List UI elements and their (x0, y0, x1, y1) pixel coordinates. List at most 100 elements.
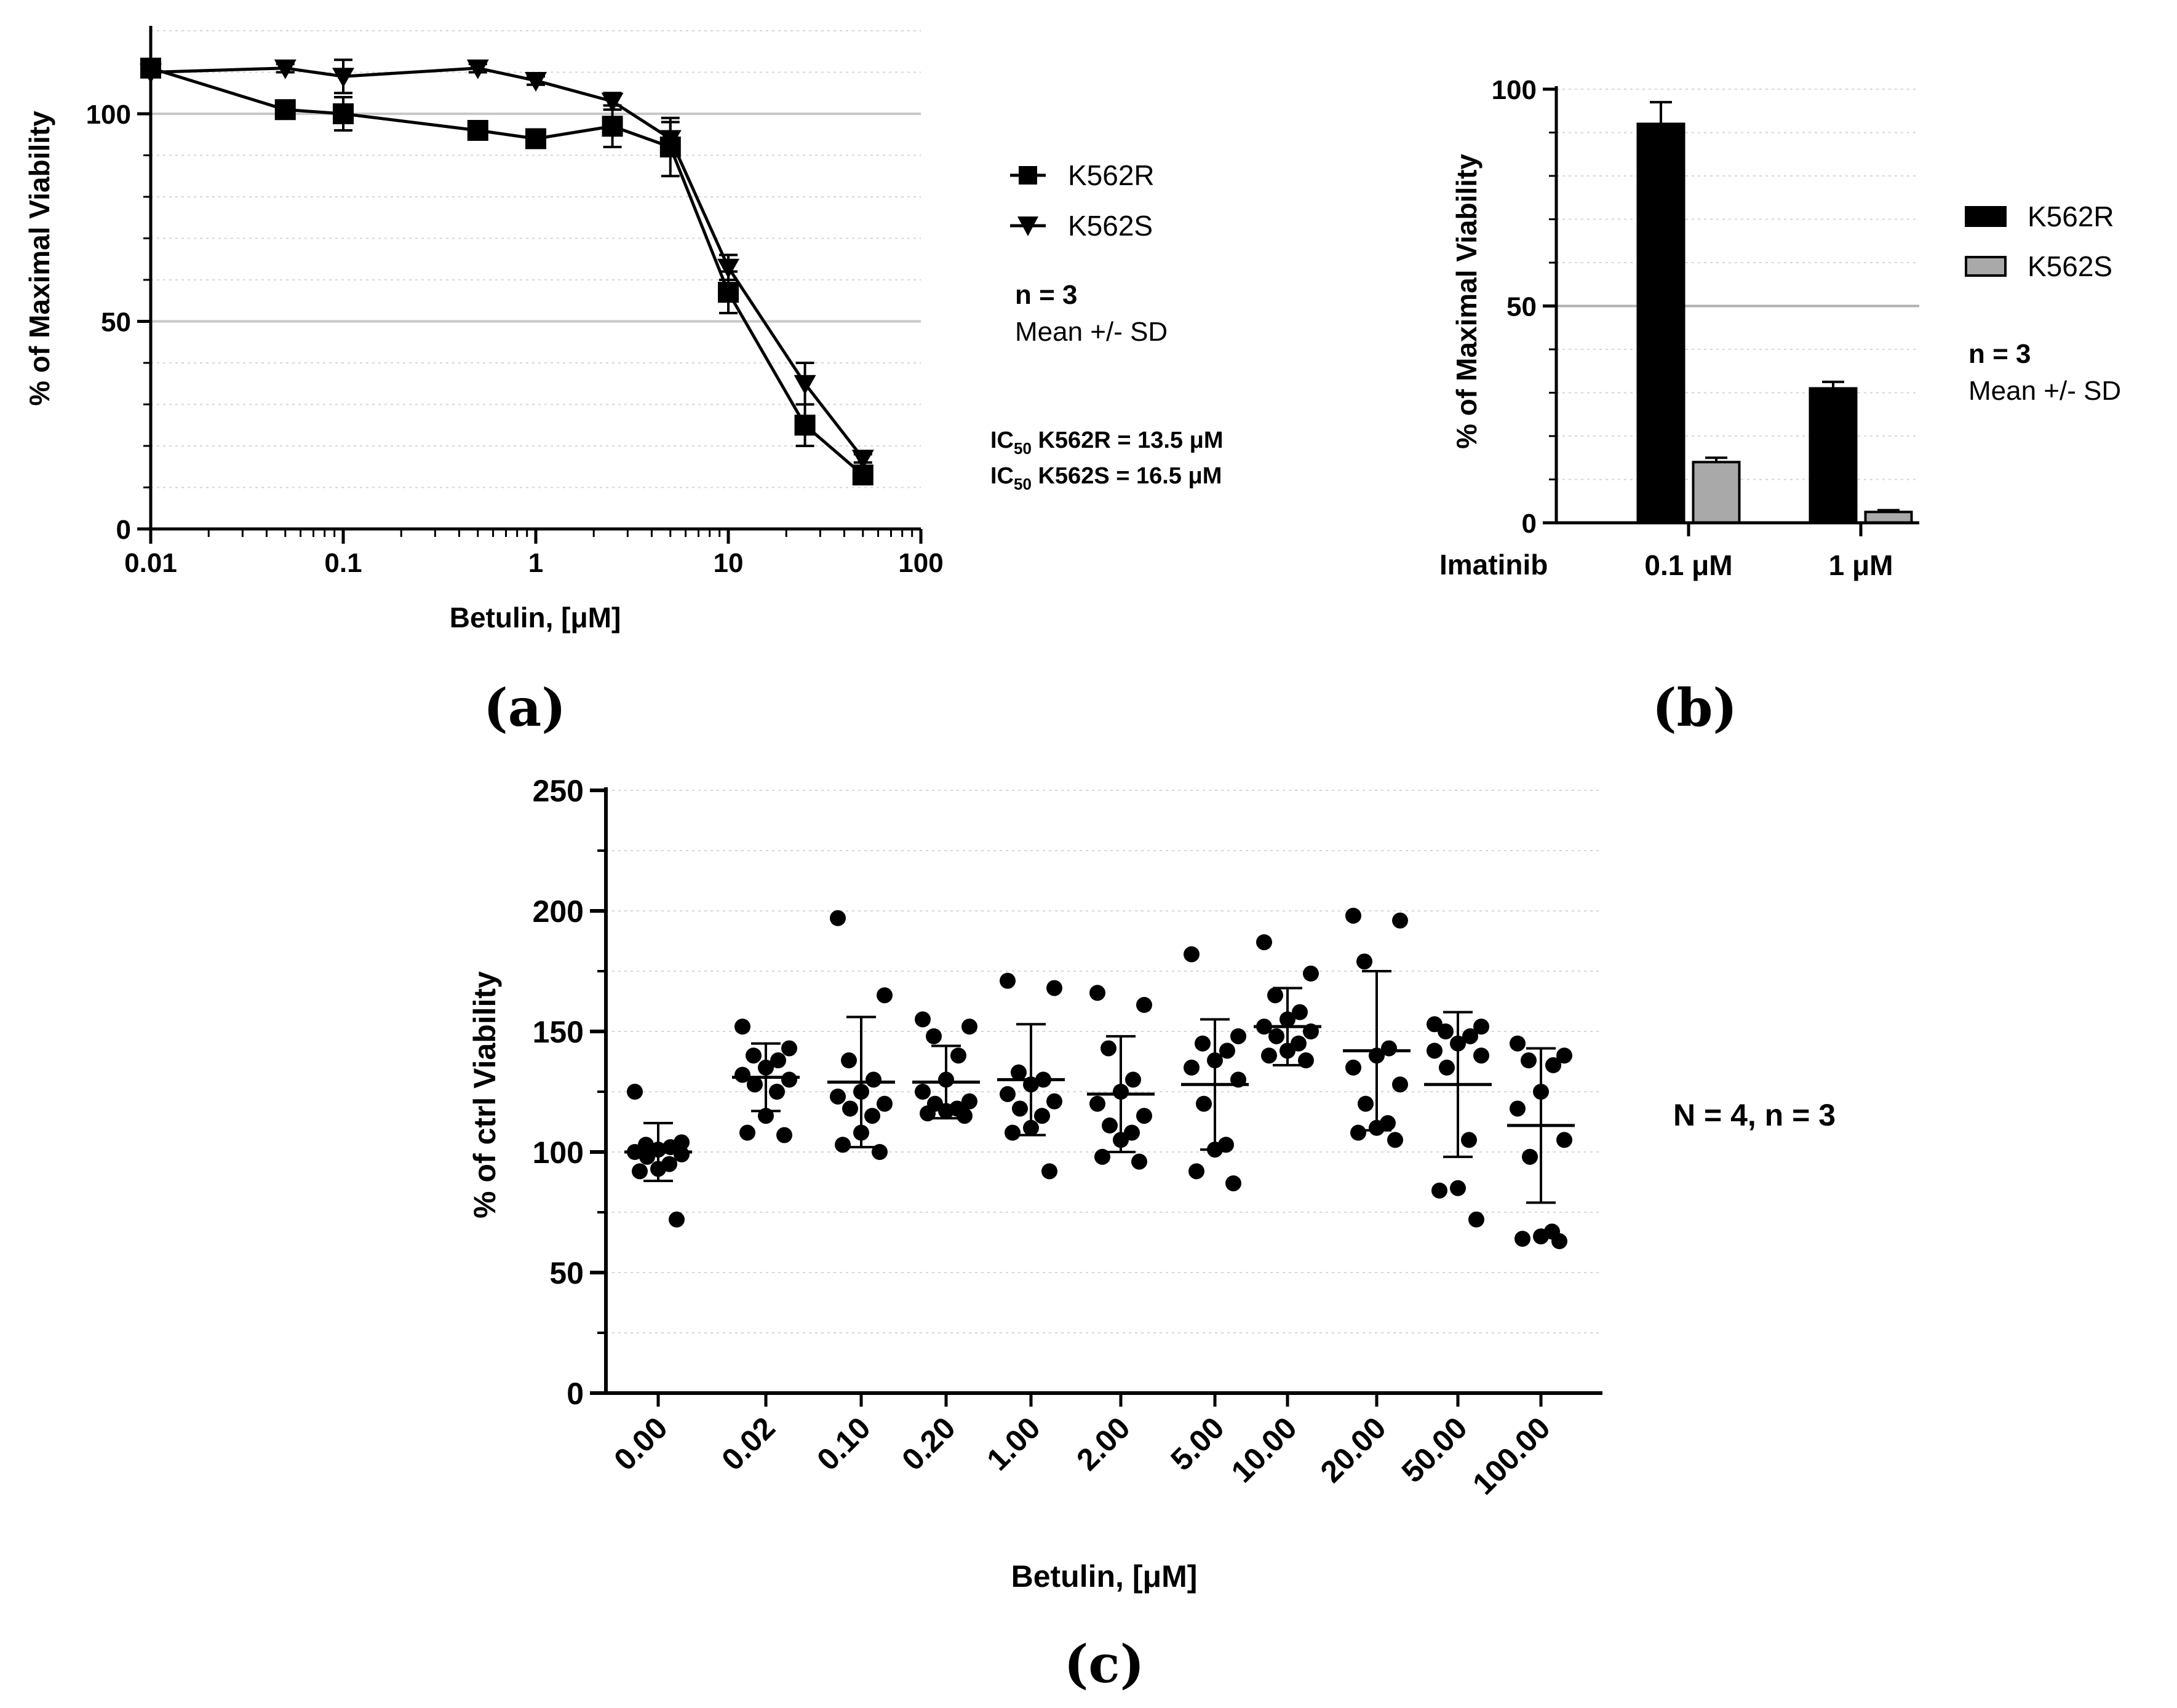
data-point-triangle (140, 63, 162, 84)
panel-b-axes: 0.1 μM 1 μM 0 50 100 (1492, 75, 1919, 581)
data-point-triangle (274, 59, 297, 79)
panel-b-stat-annotation: Mean +/- SD (1968, 376, 2121, 406)
ic50-k562r-annotation: IC50 K562R = 13.5 μM (990, 427, 1224, 458)
data-point (1184, 946, 1200, 963)
data-point (1000, 972, 1016, 989)
data-point-square (794, 415, 816, 436)
data-point (1046, 980, 1062, 996)
legend-b-k562s-swatch (1965, 256, 2007, 277)
panel-c-axes: 0 50 100 150 200 250 0.00 0.02 0.10 0.20 1.00 2.00 5… (533, 774, 1602, 1501)
data-point (1000, 1086, 1016, 1102)
x-tick-label: 1 (528, 548, 543, 578)
legend-b-k562r-label: K562R (2028, 201, 2114, 232)
data-point (830, 910, 846, 926)
panel-b-letter: (b) (1652, 677, 1737, 738)
data-point (835, 1137, 851, 1153)
data-point (1473, 1019, 1489, 1035)
data-point (1522, 1148, 1538, 1165)
data-point (1427, 1043, 1443, 1059)
data-point (961, 1093, 977, 1110)
panel-c-ylabel: % of ctrl Viability (468, 971, 502, 1218)
y-tick-label: 100 (86, 100, 131, 130)
y-tick-label: 0 (116, 515, 131, 545)
legend-k562s-label: K562S (1068, 210, 1153, 242)
x-category-label: 10.00 (1225, 1410, 1303, 1489)
data-point (669, 1211, 685, 1228)
data-point-square (467, 120, 488, 141)
data-point (1551, 1233, 1567, 1250)
data-point (1439, 1059, 1455, 1076)
data-point (1473, 1047, 1489, 1064)
x-category-label: 20.00 (1314, 1410, 1393, 1489)
data-point (1462, 1028, 1478, 1044)
panel-a: 0 50 100 0.01 0.1 1 10 100 % of Maximal Viabili… (23, 26, 1224, 634)
data-point (1100, 1040, 1116, 1057)
data-point (781, 1040, 797, 1057)
y-tick-label: 50 (1506, 292, 1537, 322)
data-point-triangle (525, 72, 547, 92)
data-point (1219, 1043, 1235, 1059)
data-point (1450, 1180, 1466, 1196)
data-point (1556, 1132, 1572, 1148)
data-point (1184, 1059, 1200, 1076)
data-point (1510, 1035, 1526, 1052)
data-point (877, 987, 893, 1004)
x-category-label: 2.00 (1070, 1410, 1136, 1477)
panel-a-legend: K562R K562S (1010, 159, 1155, 242)
data-point (866, 1071, 882, 1088)
y-tick-label: 200 (533, 894, 584, 929)
x-category-label: 50.00 (1395, 1410, 1474, 1489)
y-tick-label: 100 (1492, 75, 1537, 105)
panel-c-marks (624, 907, 1575, 1250)
x-category-label: 1 μM (1829, 549, 1893, 581)
data-point (1521, 1052, 1537, 1069)
panel-b-legend: K562R K562S (1965, 201, 2114, 282)
data-point (1358, 1095, 1374, 1112)
data-point (1034, 1108, 1050, 1124)
data-point (769, 1084, 785, 1100)
data-point (1011, 1064, 1027, 1081)
data-point (1387, 1132, 1403, 1148)
data-point (1356, 953, 1372, 970)
data-point (877, 1095, 893, 1112)
data-point (734, 1067, 750, 1083)
data-point (1381, 1040, 1397, 1057)
data-point (864, 1108, 880, 1124)
data-point (1514, 1231, 1530, 1247)
data-point (1392, 912, 1408, 929)
data-point-triangle (601, 92, 624, 113)
data-point (926, 1028, 942, 1044)
data-point (1089, 985, 1105, 1001)
data-point (1089, 1095, 1105, 1112)
data-point (1225, 1175, 1241, 1191)
data-point (961, 1019, 977, 1035)
data-point-square (333, 103, 354, 124)
ic50-k562s-annotation: IC50 K562S = 16.5 μM (990, 463, 1222, 493)
data-point (1005, 1124, 1021, 1141)
panel-a-xlabel: Betulin, [μM] (450, 602, 621, 634)
x-tick-label: 10 (714, 548, 744, 578)
data-point (830, 1088, 846, 1105)
x-category-label: 100.00 (1466, 1410, 1557, 1501)
y-tick-label: 50 (101, 308, 131, 338)
y-tick-label: 250 (533, 774, 584, 808)
data-point (957, 1108, 973, 1124)
legend-k562r-square-icon (1019, 166, 1037, 185)
x-category-label: 1.00 (980, 1410, 1046, 1477)
panel-b-gridlines (1556, 89, 1919, 480)
legend-k562r-label: K562R (1068, 159, 1155, 191)
data-point-triangle (851, 450, 874, 470)
data-point (1431, 1182, 1447, 1199)
panel-b-axis-prefix: Imatinib (1439, 549, 1548, 581)
data-point (1533, 1228, 1549, 1245)
data-point (950, 1047, 966, 1064)
data-point (674, 1146, 690, 1162)
panel-a-n-annotation: n = 3 (1015, 280, 1078, 310)
data-point (1392, 1076, 1408, 1093)
panel-a-stat-annotation: Mean +/- SD (1015, 317, 1168, 347)
panel-c-letter: (c) (1064, 1634, 1145, 1694)
data-point (1195, 1035, 1211, 1052)
data-point (915, 1084, 931, 1100)
y-tick-label: 100 (533, 1135, 584, 1170)
panel-b-ylabel: % of Maximal Viability (1451, 154, 1483, 449)
